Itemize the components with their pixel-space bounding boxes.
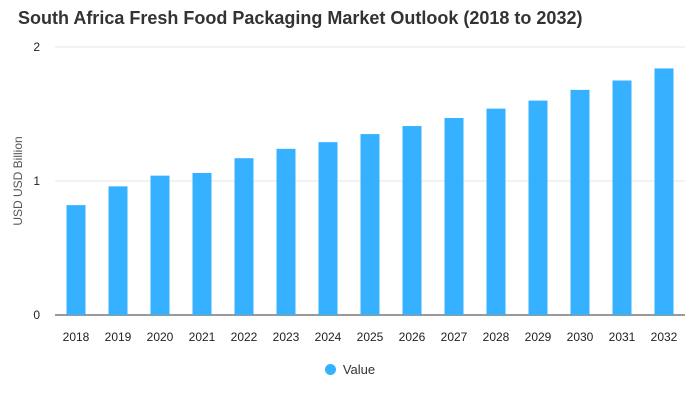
bar-2027[interactable] — [444, 118, 464, 316]
x-tick-label: 2026 — [399, 330, 426, 344]
y-tick-label: 2 — [33, 40, 40, 54]
legend: Value — [0, 362, 700, 378]
y-tick-label: 1 — [33, 174, 40, 188]
x-tick-label: 2022 — [231, 330, 258, 344]
legend-label: Value — [342, 362, 376, 377]
bar-2018[interactable] — [66, 205, 86, 315]
legend-item-value[interactable]: Value — [324, 362, 376, 377]
x-tick-label: 2025 — [357, 330, 384, 344]
x-tick-label: 2024 — [315, 330, 342, 344]
bar-2023[interactable] — [276, 148, 296, 315]
bar-2030[interactable] — [570, 89, 590, 315]
bar-2022[interactable] — [234, 158, 254, 315]
legend-marker-icon — [324, 364, 336, 375]
bar-2024[interactable] — [318, 142, 338, 315]
x-tick-label: 2027 — [441, 330, 468, 344]
bars — [66, 68, 674, 316]
x-tick-label: 2019 — [105, 330, 132, 344]
chart-title: South Africa Fresh Food Packaging Market… — [18, 8, 583, 28]
bar-2019[interactable] — [108, 186, 128, 315]
bar-2029[interactable] — [528, 100, 548, 315]
x-tick-label: 2031 — [609, 330, 636, 344]
x-tick-label: 2023 — [273, 330, 300, 344]
bar-2021[interactable] — [192, 172, 212, 315]
bar-2028[interactable] — [486, 108, 506, 315]
x-tick-label: 2032 — [651, 330, 678, 344]
y-tick-labels: 0 1 2 — [33, 40, 40, 322]
x-tick-label: 2018 — [63, 330, 90, 344]
x-tick-label: 2021 — [189, 330, 216, 344]
x-tick-label: 2029 — [525, 330, 552, 344]
bar-2032[interactable] — [654, 68, 674, 315]
bar-2026[interactable] — [402, 126, 422, 315]
bar-2025[interactable] — [360, 134, 380, 315]
x-tick-labels: 2018 2019 2020 2021 2022 2023 2024 2025 2026 2027… — [63, 330, 678, 344]
y-axis-title: USD USD Billion — [11, 136, 25, 225]
y-tick-label: 0 — [33, 308, 40, 322]
x-tick-label: 2028 — [483, 330, 510, 344]
x-tick-label: 2030 — [567, 330, 594, 344]
bar-2020[interactable] — [150, 175, 170, 315]
bar-2031[interactable] — [612, 80, 632, 316]
x-tick-label: 2020 — [147, 330, 174, 344]
